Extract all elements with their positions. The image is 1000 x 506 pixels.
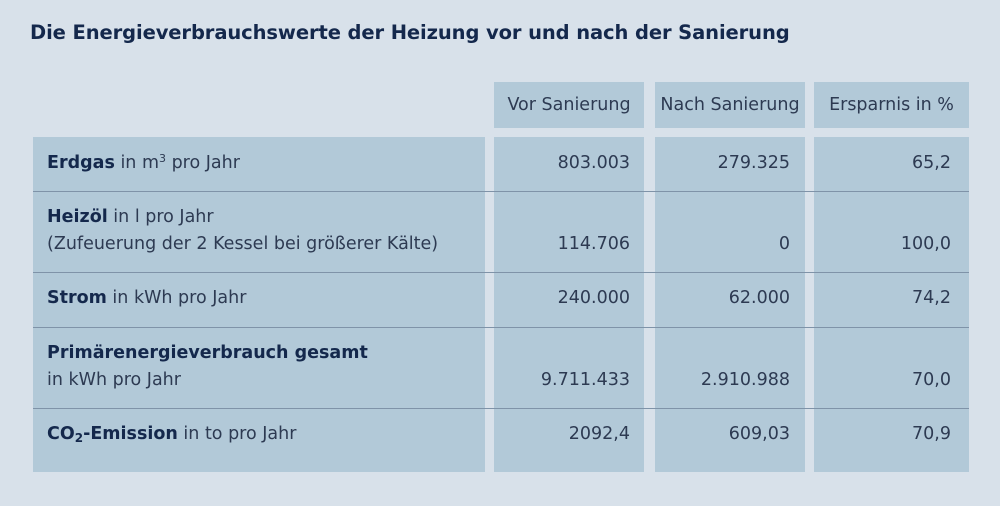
cell-co2-after: 609,03 bbox=[728, 424, 790, 444]
row-label-heizoel-note: (Zufeuerung der 2 Kessel bei größerer Kä… bbox=[47, 234, 439, 254]
after-column bbox=[655, 137, 805, 472]
row-divider bbox=[33, 408, 969, 409]
row-divider bbox=[33, 327, 969, 328]
cell-strom-after: 62.000 bbox=[728, 288, 790, 308]
row-divider bbox=[33, 272, 969, 273]
cell-co2-before: 2092,4 bbox=[568, 424, 630, 444]
row-label-primaerenergie: Primärenergieverbrauch gesamt bbox=[47, 343, 368, 363]
cell-erdgas-before: 803.003 bbox=[557, 153, 630, 173]
label-column bbox=[33, 137, 485, 472]
row-label-heizoel: Heizöl in l pro Jahr bbox=[47, 207, 214, 227]
savings-column bbox=[814, 137, 969, 472]
row-label-erdgas: Erdgas in m3 pro Jahr bbox=[47, 152, 240, 173]
cell-heizoel-after: 0 bbox=[778, 234, 790, 254]
before-column bbox=[494, 137, 644, 472]
cell-primaerenergie-savings: 70,0 bbox=[912, 370, 951, 390]
cell-co2-savings: 70,9 bbox=[912, 424, 951, 444]
cell-strom-before: 240.000 bbox=[557, 288, 630, 308]
cell-strom-savings: 74,2 bbox=[912, 288, 951, 308]
cell-heizoel-before: 114.706 bbox=[557, 234, 630, 254]
header-after: Nach Sanierung bbox=[655, 82, 805, 128]
header-savings: Ersparnis in % bbox=[814, 82, 969, 128]
cell-erdgas-savings: 65,2 bbox=[912, 153, 951, 173]
cell-primaerenergie-before: 9.711.433 bbox=[540, 370, 630, 390]
header-before: Vor Sanierung bbox=[494, 82, 644, 128]
row-label-co2: CO2-Emission in to pro Jahr bbox=[47, 424, 297, 445]
cell-erdgas-after: 279.325 bbox=[717, 153, 790, 173]
page-title: Die Energieverbrauchswerte der Heizung v… bbox=[30, 21, 790, 44]
row-divider bbox=[33, 191, 969, 192]
row-label-primaerenergie-unit: in kWh pro Jahr bbox=[47, 370, 181, 390]
cell-primaerenergie-after: 2.910.988 bbox=[700, 370, 790, 390]
row-label-strom: Strom in kWh pro Jahr bbox=[47, 288, 247, 308]
cell-heizoel-savings: 100,0 bbox=[900, 234, 951, 254]
